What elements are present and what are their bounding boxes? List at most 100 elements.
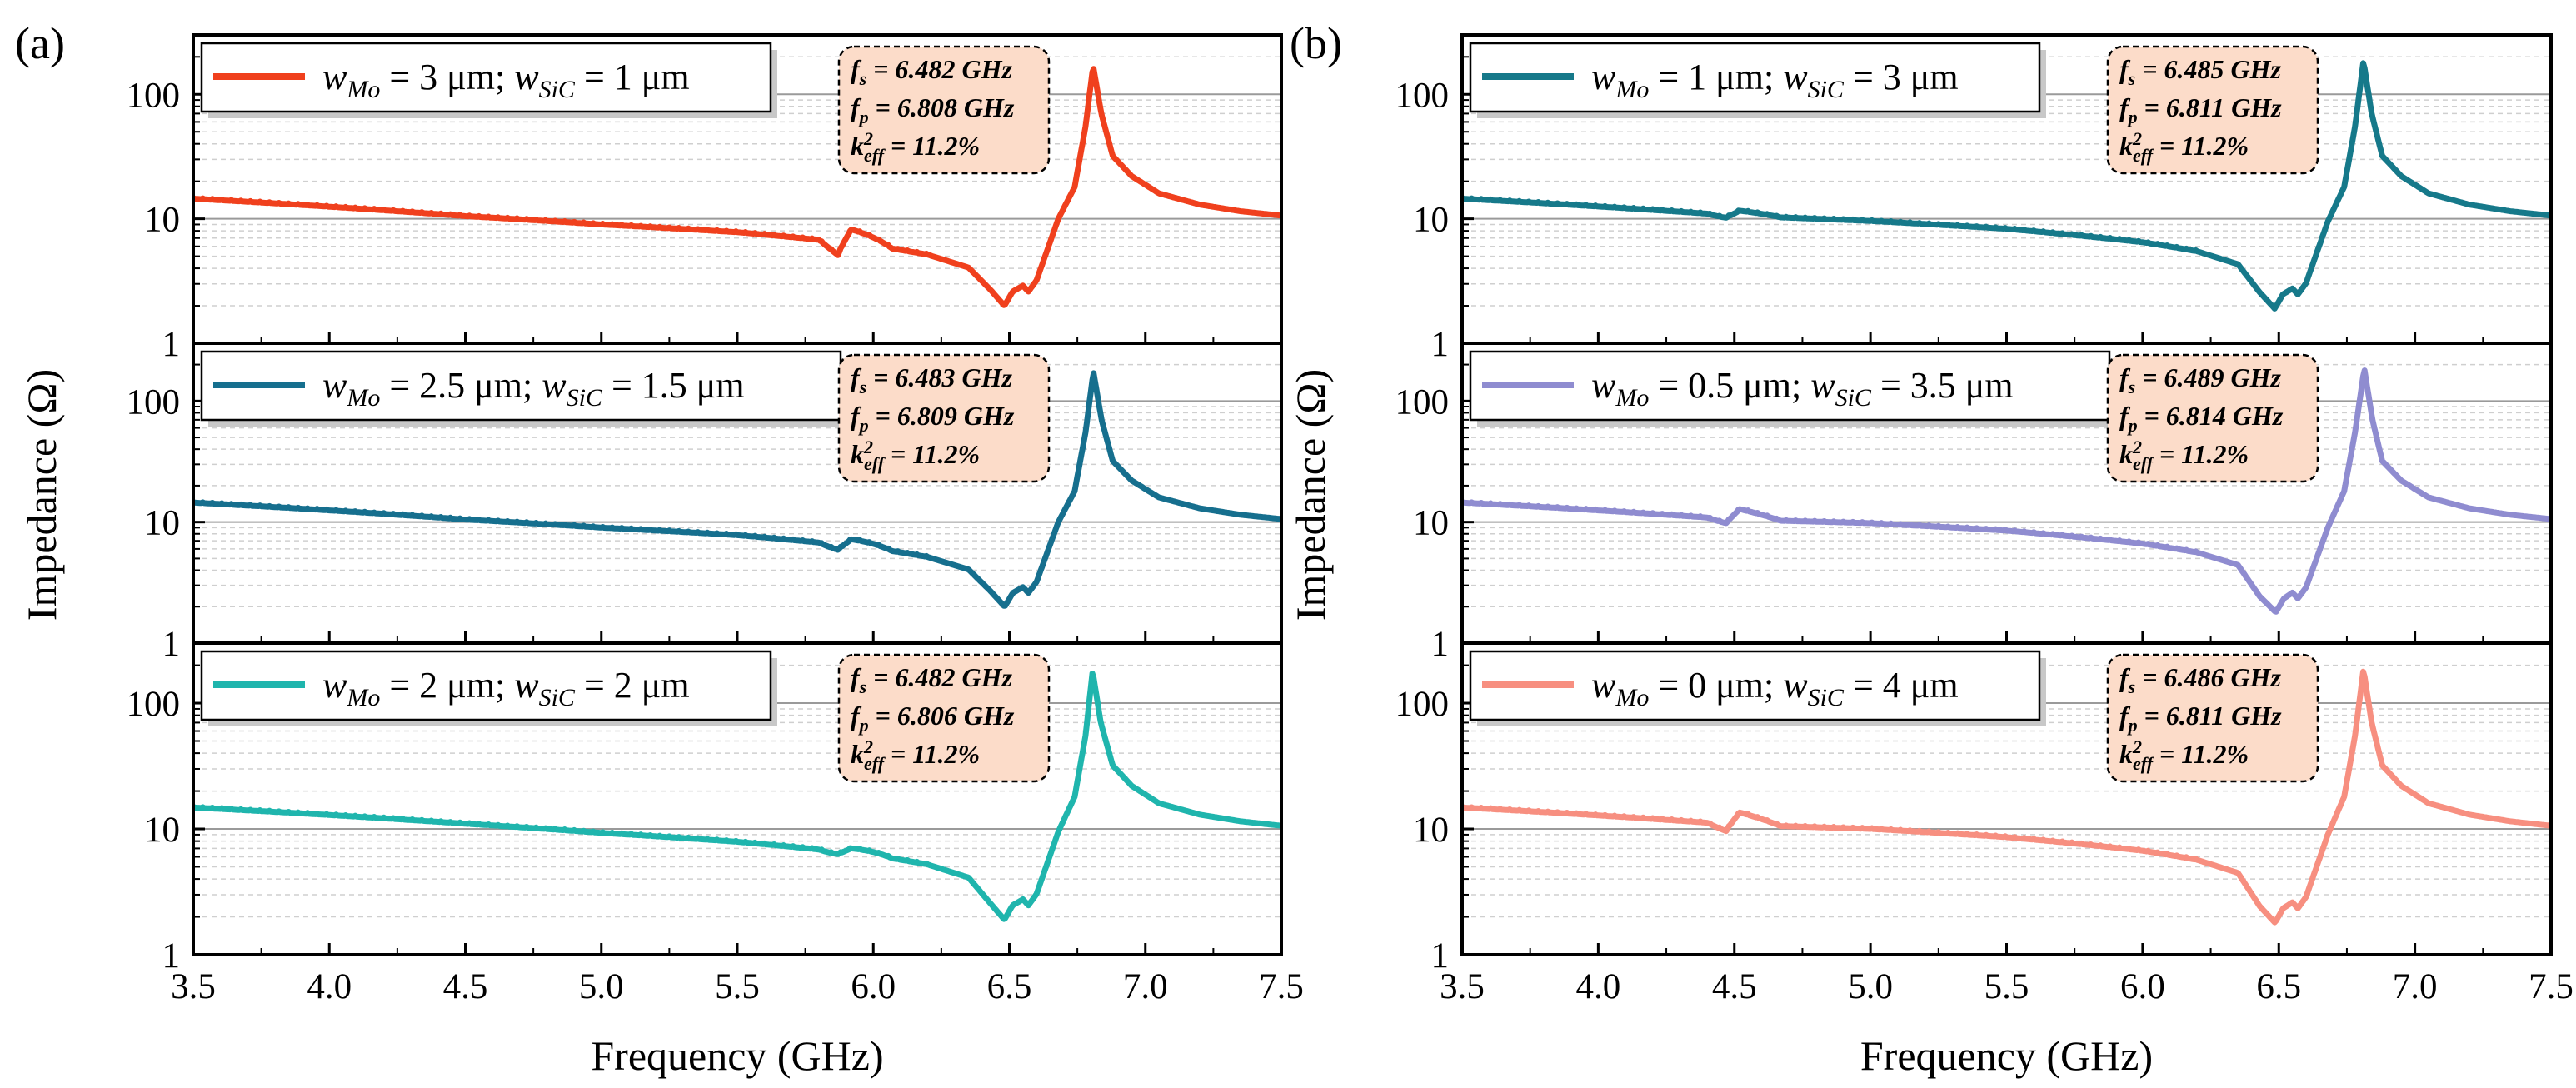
y-axis-title: Impedance (Ω) [18, 369, 65, 621]
annotation-fs: fs = 6.486 GHz [2119, 662, 2281, 697]
ann-s-subscript: s [859, 68, 867, 89]
ann-p-subscript: p [2127, 415, 2138, 436]
legend-sic-value: = 1.5 μm [602, 365, 745, 406]
legend-mo-value: = 1 μm; [1649, 57, 1783, 97]
y-tick-label: 1 [1431, 625, 1450, 664]
legend-w: w [1591, 665, 1616, 706]
ann-k2eff-value: = 11.2% [2153, 131, 2249, 161]
legend-mo-subscript: Mo [1615, 684, 1649, 711]
annotation-k2eff: k2 eff = 11.2% [2119, 736, 2249, 774]
x-tick-label: 7.0 [2393, 967, 2438, 1006]
ann-fs-value: = 6.486 GHz [2135, 662, 2281, 692]
annotation-fs: fs = 6.482 GHz [851, 54, 1012, 89]
legend-mo-value: = 0.5 μm; [1649, 365, 1810, 406]
legend-sic-subscript: SiC [567, 384, 603, 412]
ann-p-subscript: p [858, 415, 869, 436]
legend: wMo = 3 μm; wSiC = 1 μm [200, 42, 777, 118]
legend-mo-subscript: Mo [346, 684, 380, 711]
legend-mo-value: = 0 μm; [1649, 665, 1783, 706]
annotation-k2eff: k2 eff = 11.2% [2119, 128, 2249, 166]
x-tick-label: 4.0 [307, 967, 352, 1006]
y-axis-title: Impedance (Ω) [1287, 369, 1334, 621]
y-tick-label: 10 [1413, 201, 1449, 240]
legend-w: w [1591, 365, 1616, 406]
legend-box [1469, 350, 2111, 422]
ann-f: f [2119, 92, 2131, 122]
annotation-fp: fp = 6.808 GHz [851, 92, 1015, 127]
legend: wMo = 0 μm; wSiC = 4 μm [1469, 650, 2046, 726]
impedance-curve [1460, 367, 2553, 615]
legend-mo-subscript: Mo [346, 76, 380, 103]
annotation-fs: fs = 6.483 GHz [851, 362, 1012, 397]
ann-s-subscript: s [2128, 377, 2136, 397]
legend-sic-subscript: SiC [539, 76, 576, 103]
x-axis-title: Frequency (GHz) [591, 1032, 883, 1079]
annotation-box [2106, 353, 2319, 483]
ann-f: f [2119, 54, 2131, 84]
ann-f: f [2119, 662, 2131, 692]
ann-eff-subscript: eff [864, 753, 886, 774]
ann-k-superscript: 2 [2132, 128, 2142, 149]
x-tick-label: 3.5 [1440, 967, 1485, 1006]
ann-fp-value: = 6.814 GHz [2138, 401, 2284, 431]
annotation-fp: fp = 6.806 GHz [851, 701, 1015, 736]
x-tick-label: 4.5 [443, 967, 488, 1006]
legend-sic-value: = 2 μm [575, 665, 690, 706]
legend-sic-subscript: SiC [1835, 384, 1872, 412]
legend-label: wMo = 2 μm; wSiC = 2 μm [322, 665, 690, 711]
ann-s-subscript: s [859, 377, 867, 397]
ann-k-superscript: 2 [863, 437, 873, 457]
y-tick-label: 100 [1395, 76, 1450, 115]
ann-k-superscript: 2 [863, 736, 873, 757]
annotation-fp: fp = 6.811 GHz [2119, 92, 2282, 127]
legend-w: w [542, 365, 567, 406]
impedance-curve [192, 671, 1283, 922]
y-tick-label: 10 [144, 811, 180, 850]
impedance-curve [1460, 60, 2553, 312]
ann-p-subscript: p [2127, 715, 2138, 736]
y-tick-label: 10 [144, 504, 180, 543]
y-tick-label: 1 [162, 325, 181, 364]
y-tick-label: 10 [1413, 504, 1449, 543]
annotation-box [837, 353, 1051, 483]
legend-label: wMo = 0.5 μm; wSiC = 3.5 μm [1591, 365, 2014, 412]
ann-k2eff-value: = 11.2% [2153, 439, 2249, 469]
y-tick-label: 100 [1395, 685, 1450, 724]
x-tick-label: 5.0 [579, 967, 624, 1006]
ann-fs-value: = 6.483 GHz [866, 362, 1012, 392]
ann-f: f [851, 401, 862, 431]
ann-fs-value: = 6.489 GHz [2135, 362, 2281, 392]
impedance-curve [1460, 668, 2553, 926]
x-tick-label: 5.0 [1848, 967, 1893, 1006]
y-tick-label: 100 [127, 685, 181, 724]
annotation-box [2106, 653, 2319, 783]
legend-w: w [514, 57, 539, 97]
ann-fp-value: = 6.809 GHz [869, 401, 1015, 431]
ann-k: k [2119, 131, 2133, 161]
x-tick-label: 6.0 [2120, 967, 2165, 1006]
impedance-curve [192, 66, 1283, 308]
ann-f: f [851, 54, 862, 84]
annotation-fp: fp = 6.809 GHz [851, 401, 1015, 436]
legend-mo-subscript: Mo [1615, 76, 1649, 103]
annotation-k2eff: k2 eff = 11.2% [851, 437, 980, 474]
y-tick-label: 100 [127, 382, 181, 422]
annotation-k2eff: k2 eff = 11.2% [2119, 437, 2249, 474]
ann-f: f [2119, 701, 2131, 731]
legend-label: wMo = 1 μm; wSiC = 3 μm [1591, 57, 1959, 103]
annotation-fs: fs = 6.482 GHz [851, 662, 1012, 697]
y-tick-label: 100 [127, 76, 181, 115]
ann-k2eff-value: = 11.2% [884, 739, 980, 769]
legend-mo-subscript: Mo [346, 384, 380, 412]
legend-sic-value: = 3.5 μm [1871, 365, 2014, 406]
annotation-box [2106, 45, 2319, 175]
